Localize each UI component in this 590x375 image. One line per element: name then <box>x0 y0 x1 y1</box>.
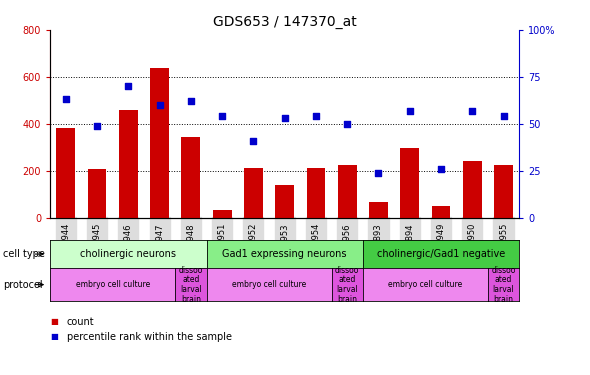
Point <box>499 113 509 119</box>
Text: ■: ■ <box>50 317 58 326</box>
Point <box>405 108 415 114</box>
Text: ■: ■ <box>50 332 58 341</box>
Bar <box>463 161 481 218</box>
Text: embryo cell culture: embryo cell culture <box>232 280 306 289</box>
Bar <box>182 136 200 218</box>
Title: GDS653 / 147370_at: GDS653 / 147370_at <box>213 15 356 29</box>
Text: embryo cell culture: embryo cell culture <box>388 280 463 289</box>
Point <box>186 98 196 104</box>
Point <box>249 138 258 144</box>
Point <box>374 170 384 176</box>
Point <box>342 121 352 127</box>
Text: cholinergic/Gad1 negative: cholinergic/Gad1 negative <box>377 249 505 259</box>
Point <box>218 113 227 119</box>
Bar <box>338 165 356 218</box>
Bar <box>494 165 513 218</box>
Text: percentile rank within the sample: percentile rank within the sample <box>67 332 232 342</box>
Point <box>92 123 102 129</box>
Bar <box>150 68 169 218</box>
Point <box>61 96 71 102</box>
Bar <box>432 206 450 218</box>
Bar <box>307 168 325 217</box>
Text: dissoo
ated
larval
brain: dissoo ated larval brain <box>179 266 203 304</box>
Text: cell type: cell type <box>3 249 45 259</box>
Text: Gad1 expressing neurons: Gad1 expressing neurons <box>222 249 347 259</box>
Text: dissoo
ated
larval
brain: dissoo ated larval brain <box>491 266 516 304</box>
Bar <box>244 168 263 217</box>
Bar <box>57 128 75 217</box>
Bar <box>119 110 137 218</box>
Text: dissoo
ated
larval
brain: dissoo ated larval brain <box>335 266 359 304</box>
Bar <box>276 185 294 218</box>
Point <box>280 115 289 121</box>
Bar <box>88 170 106 217</box>
Point <box>312 113 321 119</box>
Text: count: count <box>67 317 94 327</box>
Point <box>124 83 133 89</box>
Text: protocol: protocol <box>3 280 42 290</box>
Bar <box>369 202 388 217</box>
Bar <box>401 148 419 217</box>
Point <box>468 108 477 114</box>
Point <box>437 166 446 172</box>
Text: cholinergic neurons: cholinergic neurons <box>80 249 176 259</box>
Bar <box>213 210 231 218</box>
Point <box>155 102 164 108</box>
Text: embryo cell culture: embryo cell culture <box>76 280 150 289</box>
